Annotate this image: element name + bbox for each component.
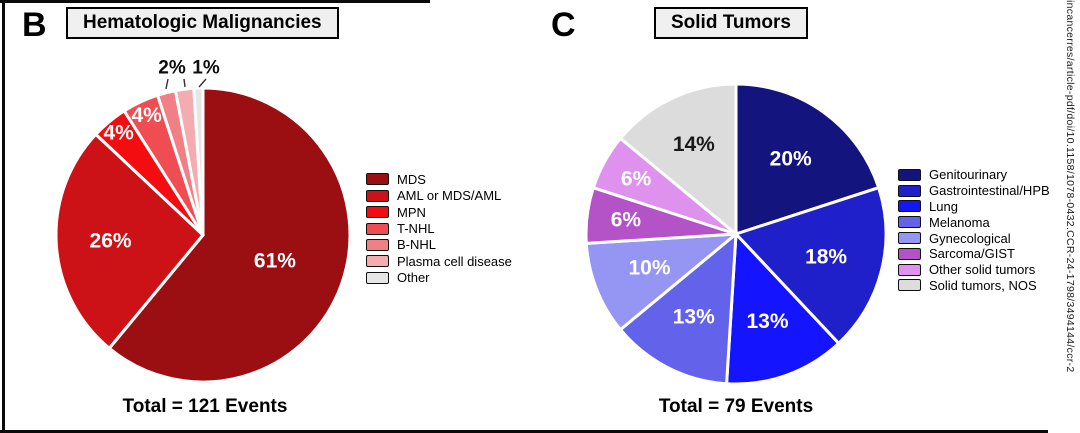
legend-label: Gastrointestinal/HPB [929,183,1050,199]
pie-label-lung: 13% [746,310,788,333]
legend-item-melanoma: Melanoma [898,214,1050,230]
legend-swatch [898,216,921,229]
legend-label: B-NHL [397,237,437,253]
legend-label: Melanoma [929,214,990,230]
panel-b-title: Hematologic Malignancies [66,7,339,39]
pie-label-aml-or-mds-aml: 26% [90,229,132,252]
legend-item-t-nhl: T-NHL [366,220,512,236]
pie-label-gastrointestinal-hpb: 18% [805,246,847,269]
legend-label: Gynecological [929,230,1011,246]
legend-item-sarcoma-gist: Sarcoma/GIST [898,246,1050,262]
legend-label: Solid tumors, NOS [929,277,1037,293]
legend-item-aml-or-mds-aml: AML or MDS/AML [366,187,512,203]
pie-label-melanoma: 13% [673,305,715,328]
legend-swatch [898,232,921,245]
pie-slice-gastrointestinal-hpb [733,185,888,346]
callout-label-1: 1% [192,58,220,79]
legend-label: MDS [397,171,426,187]
legend-item-plasma-cell-disease: Plasma cell disease [366,253,512,269]
legend-swatch [366,189,389,202]
panel-c-total: Total = 79 Events [658,396,814,417]
pie-label-solid-tumors-nos: 14% [673,133,715,156]
legend-swatch [898,279,921,292]
legend-label: Other [397,270,430,286]
legend-label: T-NHL [397,221,435,237]
legend-item-gastrointestinal-hpb: Gastrointestinal/HPB [898,183,1050,199]
legend-swatch [898,184,921,197]
legend-item-solid-tumors-nos: Solid tumors, NOS [898,278,1050,294]
legend-swatch [366,206,389,219]
pie-label-mds: 61% [254,249,296,272]
figure-border-left [2,0,5,433]
legend-label: Sarcoma/GIST [929,246,1015,262]
pie-label-gynecological: 10% [629,257,671,280]
legend-swatch [366,173,389,186]
pie-slice-solid-tumors-nos [618,82,738,238]
pie-slice-aml-or-mds-aml [54,132,206,351]
legend-swatch [366,271,389,284]
pie-chart-solid-tumors: 20% 18% 13% 13% 10% 6% 6% 14% [584,82,888,386]
legend-swatch [898,200,921,213]
legend-item-genitourinary: Genitourinary [898,167,1050,183]
legend-swatch [366,238,389,251]
callout-leader-line [165,78,169,90]
pie-label-sarcoma-gist: 6% [611,209,642,232]
pie-slice-melanoma [618,230,738,386]
legend-item-other: Other [366,270,512,286]
figure-border-bottom [0,430,1048,433]
pie-label-other-solid-tumors: 6% [621,168,652,191]
legend-item-other-solid-tumors: Other solid tumors [898,262,1050,278]
legend-label: Genitourinary [929,167,1008,183]
pie-chart-hematologic: 61% 26% 4%4% 2% 1% [54,58,352,384]
pie-slice-lung [724,230,841,386]
legend-label: Lung [929,198,958,214]
legend-label: Plasma cell disease [397,253,512,269]
pie-label-mpn: 4% [103,122,134,145]
pie-slice-gynecological [584,232,741,332]
figure-border-top [0,0,430,3]
legend-swatch [898,168,921,181]
legend-swatch [366,222,389,235]
callout-label-0: 2% [158,58,186,79]
pie-slice-other [192,86,205,236]
pdf-url-watermark: incancerres/article-pdf/doi/10.1158/1078… [1064,0,1076,373]
legend-label: MPN [397,204,426,220]
panel-c-title: Solid Tumors [654,7,808,39]
pie-label-t-nhl: 4% [131,104,162,127]
panel-c-letter: C [551,6,576,44]
legend-hematologic: MDS AML or MDS/AML MPN T-NHL B-NHL Plasma cel… [366,171,512,286]
pie-label-genitourinary: 20% [770,147,812,170]
legend-swatch [898,263,921,276]
legend-item-gynecological: Gynecological [898,230,1050,246]
callout-leader-line [198,78,207,88]
legend-solid-tumors: Genitourinary Gastrointestinal/HPB Lung Mel… [898,167,1050,293]
panel-b-total: Total = 121 Events [122,396,288,417]
pie-slice-mds [107,86,352,384]
legend-item-mpn: MPN [366,204,512,220]
panel-b-letter: B [22,6,47,44]
pie-slice-genitourinary [734,82,881,237]
legend-item-mds: MDS [366,171,512,187]
legend-label: Other solid tumors [929,262,1036,278]
legend-item-b-nhl: B-NHL [366,237,512,253]
legend-item-lung: Lung [898,199,1050,215]
legend-label: AML or MDS/AML [397,188,502,204]
callout-leader-line [183,78,186,88]
legend-swatch [366,255,389,268]
legend-swatch [898,247,921,260]
